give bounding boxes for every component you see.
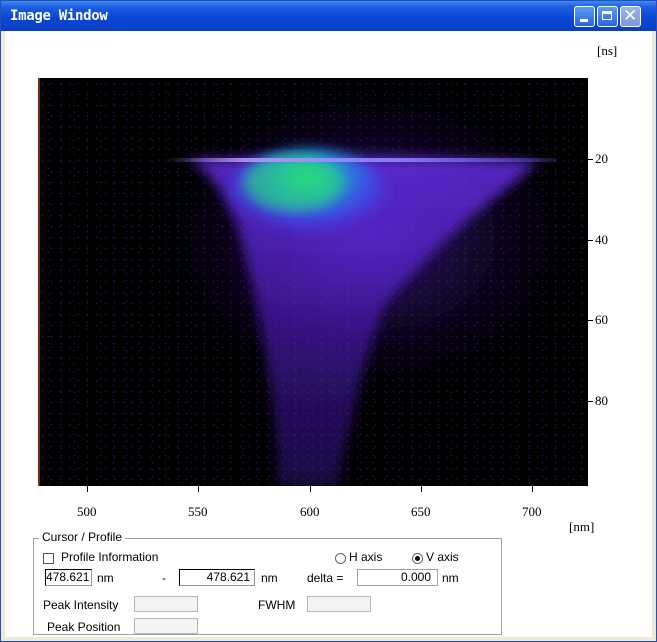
y-tick-mark	[588, 159, 593, 160]
minimize-icon	[580, 19, 588, 22]
intensity-distribution	[168, 88, 568, 486]
fwhm-field	[307, 596, 371, 612]
y-unit-label: [ns]	[597, 43, 618, 58]
cursor-to-field[interactable]: 478.621	[179, 569, 255, 586]
cursor-profile-group-title: Cursor / Profile	[39, 530, 126, 544]
y-tick-label: 20	[595, 151, 608, 166]
x-tick-mark	[532, 486, 533, 492]
client-area: [ns]	[5, 31, 652, 637]
y-tick-mark	[588, 320, 593, 321]
y-tick-label: 80	[595, 393, 608, 408]
range-dash: -	[162, 571, 166, 585]
x-tick-label: 650	[411, 504, 431, 519]
x-tick-label: 550	[188, 504, 208, 519]
cursor-profile-group	[33, 538, 502, 635]
minimize-button[interactable]	[574, 6, 595, 27]
y-tick-label: 40	[595, 232, 608, 247]
to-unit-label: nm	[261, 571, 278, 585]
profile-information-checkbox[interactable]	[43, 553, 54, 564]
delta-value-field: 0.000	[357, 569, 438, 586]
close-icon: ✕	[623, 6, 638, 26]
v-axis-label: V axis	[426, 550, 459, 564]
x-tick-label: 700	[522, 504, 542, 519]
radio-selected-dot	[415, 556, 420, 561]
peak-position-field	[134, 618, 198, 634]
x-tick-mark	[310, 486, 311, 492]
y-tick-mark	[588, 240, 593, 241]
delta-label: delta =	[307, 571, 344, 585]
delta-unit-label: nm	[442, 571, 459, 585]
window-title: Image Window	[10, 8, 108, 24]
peak-position-label: Peak Position	[47, 620, 121, 634]
x-unit-label: [nm]	[569, 519, 595, 534]
x-tick-label: 600	[300, 504, 320, 519]
cursor-from-field[interactable]: 478.621	[45, 569, 92, 586]
peak-intensity-label: Peak Intensity	[43, 598, 119, 612]
title-bar[interactable]: Image Window ✕	[1, 1, 656, 31]
fwhm-label: FWHM	[258, 598, 296, 612]
maximize-icon	[602, 11, 612, 20]
peak-intensity-field	[134, 596, 198, 612]
streak-image[interactable]	[38, 78, 588, 486]
from-unit-label: nm	[97, 571, 114, 585]
x-tick-mark	[198, 486, 199, 492]
x-tick-label: 500	[77, 504, 97, 519]
y-tick-label: 60	[595, 312, 608, 327]
rise-edge	[166, 158, 556, 162]
x-tick-mark	[421, 486, 422, 492]
v-axis-radio[interactable]	[412, 553, 423, 564]
profile-information-label: Profile Information	[61, 550, 159, 564]
h-axis-label: H axis	[349, 550, 383, 564]
x-tick-mark	[87, 486, 88, 492]
y-tick-mark	[588, 401, 593, 402]
maximize-button[interactable]	[597, 6, 618, 27]
h-axis-radio[interactable]	[335, 553, 346, 564]
close-button[interactable]: ✕	[620, 6, 641, 27]
plot-left-marker	[38, 78, 40, 486]
